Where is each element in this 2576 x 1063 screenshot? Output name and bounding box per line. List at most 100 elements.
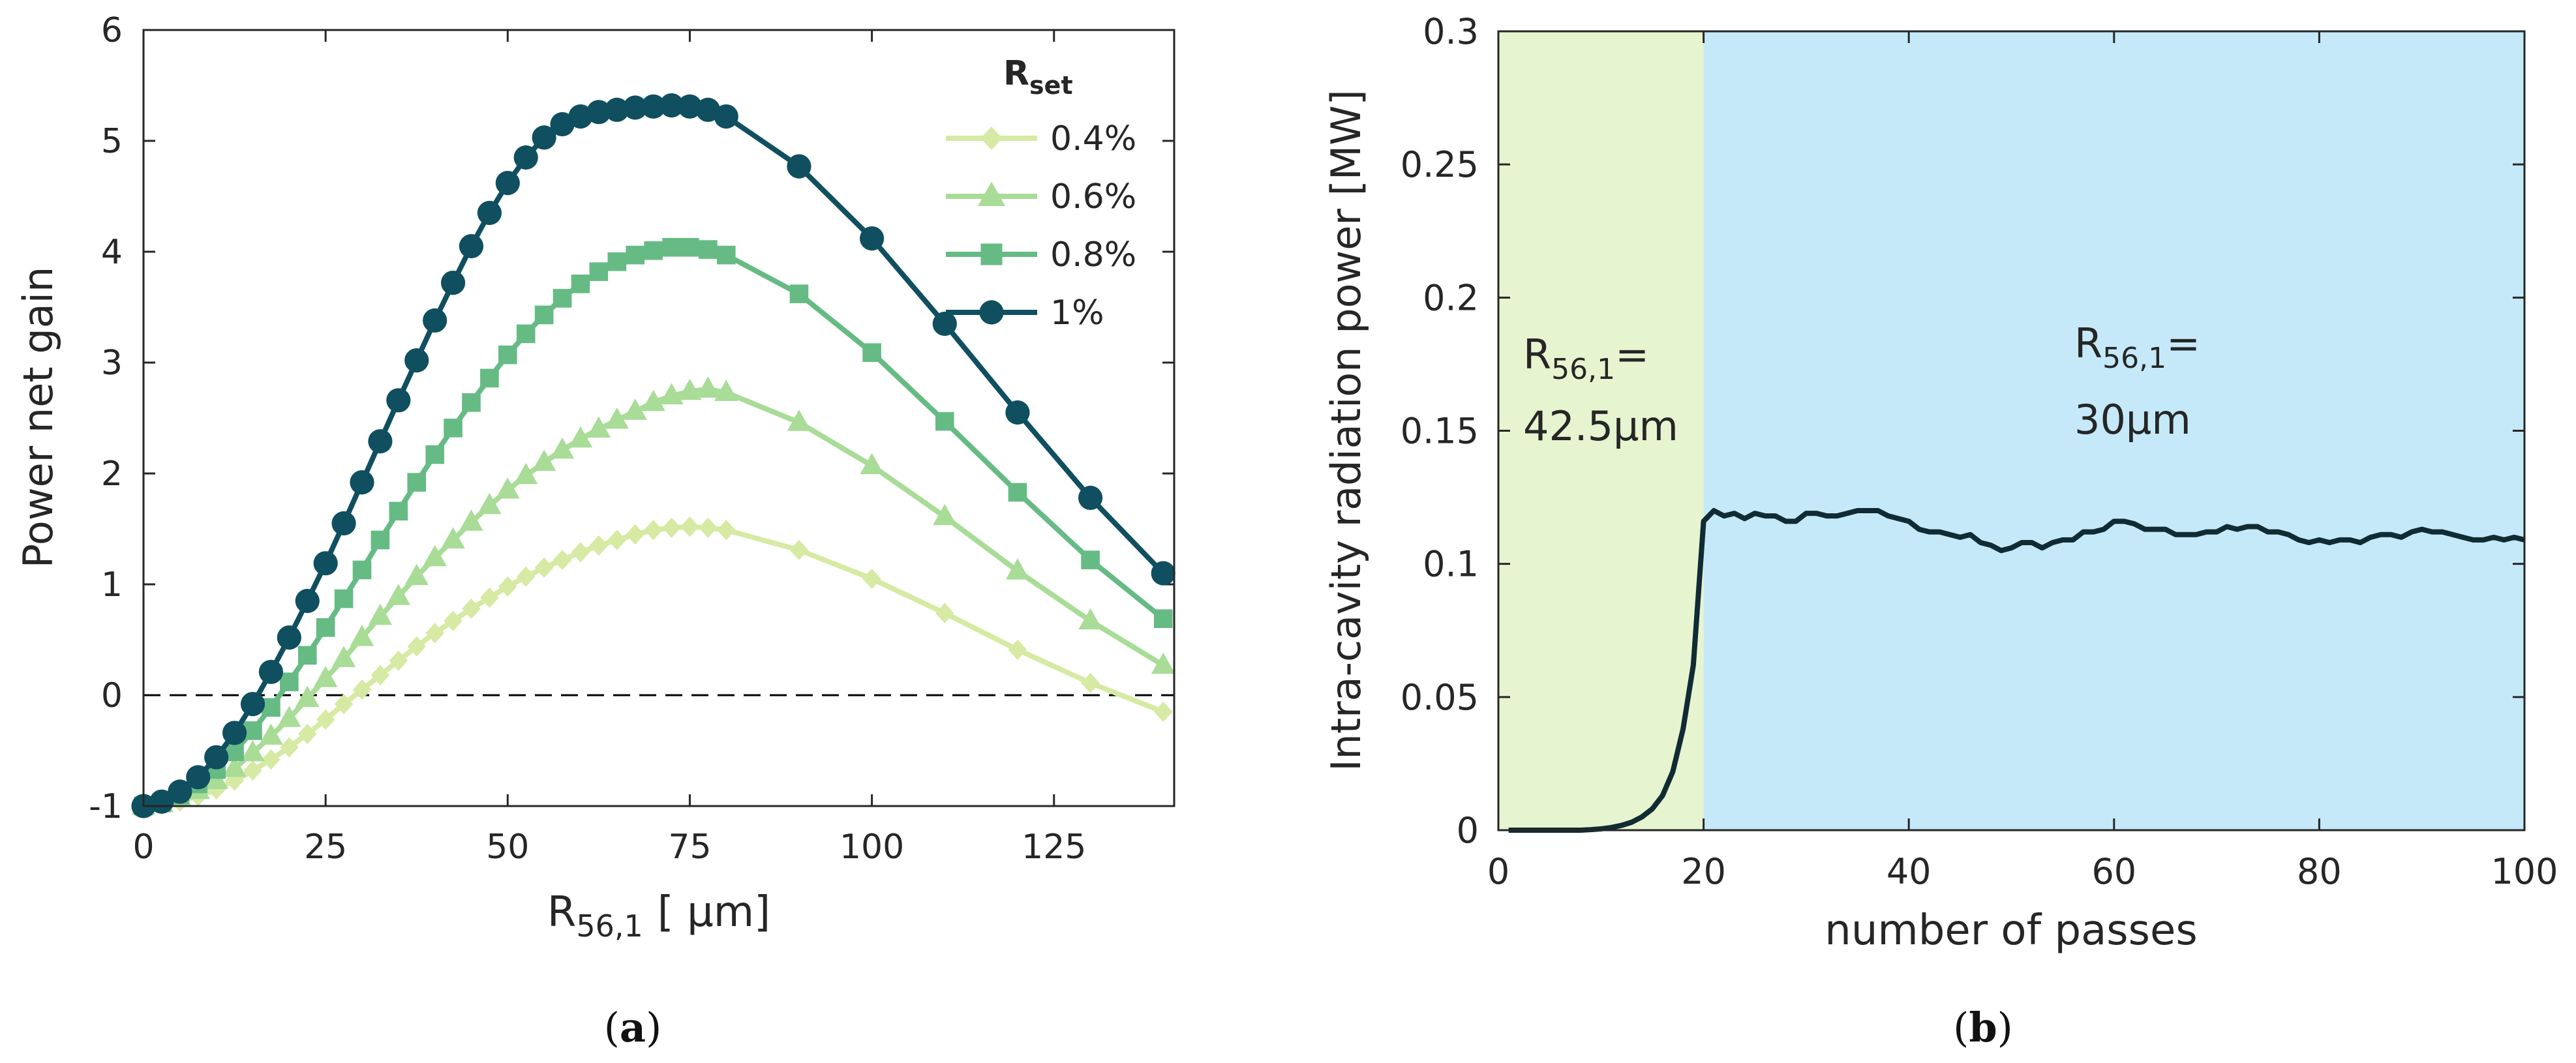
data-point <box>699 517 718 538</box>
data-point <box>626 245 645 265</box>
data-point <box>350 625 374 646</box>
x-tick-label: 80 <box>2297 851 2342 892</box>
data-point <box>787 410 811 431</box>
data-point <box>534 305 554 325</box>
data-point <box>553 289 572 308</box>
caption-b-close: ) <box>1997 1004 2013 1051</box>
region-1-band <box>1498 31 1704 830</box>
data-point <box>407 636 427 657</box>
data-point <box>186 765 211 790</box>
data-point <box>862 568 881 590</box>
panel-b-caption: (b) <box>1953 1004 2013 1051</box>
data-point <box>459 233 484 259</box>
data-point <box>589 535 609 556</box>
x-tick-label: 60 <box>2091 851 2136 892</box>
region-1-main: R <box>1523 331 1551 378</box>
y-tick-label: 6 <box>101 11 123 50</box>
panel-a-ylabel: Power net gain <box>14 267 62 569</box>
caption-a-open: ( <box>604 1004 620 1051</box>
data-point <box>389 650 408 671</box>
data-point <box>1078 485 1103 511</box>
data-point <box>716 245 736 265</box>
data-point <box>334 589 354 608</box>
data-point <box>280 672 299 691</box>
data-point <box>477 200 502 226</box>
legend-item: 0.6% <box>946 177 1136 217</box>
xlabel-main: R <box>547 888 576 936</box>
data-point <box>295 685 320 708</box>
data-point <box>677 94 703 119</box>
data-point <box>568 104 593 129</box>
data-point <box>935 412 954 431</box>
x-tick-label: 50 <box>486 828 529 867</box>
data-point <box>352 679 372 700</box>
data-point <box>644 520 663 541</box>
data-point <box>262 749 280 770</box>
data-point <box>586 416 611 438</box>
legend-label: 1% <box>1050 293 1104 333</box>
data-point <box>514 462 538 485</box>
data-point <box>277 625 301 650</box>
data-point <box>1008 639 1027 660</box>
region-1-label: R56,1= <box>1523 331 1649 386</box>
data-point <box>316 709 335 730</box>
panel-b-ylabel: Intra-cavity radiation power [MW] <box>1322 89 1370 771</box>
data-point <box>789 539 809 560</box>
region-2-eq: = <box>2166 320 2200 367</box>
data-point <box>313 666 338 687</box>
data-point <box>297 723 317 745</box>
data-point <box>262 698 280 717</box>
data-point <box>714 104 738 129</box>
data-point <box>371 665 390 685</box>
x-tick-label: 20 <box>1681 851 1726 892</box>
panel-a-series <box>131 93 1175 818</box>
panel-b-xlabel: number of passes <box>1825 906 2197 955</box>
legend-swatch-marker <box>978 181 1005 206</box>
data-point <box>440 271 466 295</box>
legend-item: 0.4% <box>946 119 1136 158</box>
data-point <box>495 171 520 196</box>
x-tick-label: 75 <box>668 828 711 867</box>
data-point <box>386 388 411 413</box>
data-point <box>662 237 681 257</box>
x-tick-label: 40 <box>1887 851 1932 892</box>
data-point <box>352 560 372 580</box>
legend-item: 1% <box>946 293 1104 333</box>
panel-a-caption: (a) <box>604 1004 662 1051</box>
region-1-sub: 56,1 <box>1551 353 1615 386</box>
data-point <box>149 789 174 814</box>
data-point <box>589 262 609 281</box>
legend-label: 0.4% <box>1050 119 1136 158</box>
region-2-band <box>1703 31 2524 830</box>
legend-swatch-marker <box>980 243 1003 265</box>
data-point <box>933 503 957 526</box>
caption-a-close: ) <box>646 1004 661 1051</box>
data-point <box>641 389 665 412</box>
data-point <box>444 610 462 631</box>
data-point <box>477 492 502 515</box>
data-point <box>644 241 663 260</box>
data-point <box>1153 609 1173 628</box>
data-point <box>662 517 681 538</box>
data-point <box>1005 400 1030 425</box>
data-point <box>516 324 536 344</box>
panel-a-plot-area <box>144 30 1174 806</box>
data-point <box>404 348 429 373</box>
legend-title-main: R <box>1003 54 1029 93</box>
data-point <box>295 588 320 614</box>
data-point <box>480 587 499 608</box>
y-tick-label: 0.15 <box>1401 411 1479 452</box>
data-point <box>532 449 556 471</box>
y-tick-label: 0.1 <box>1423 544 1479 585</box>
y-tick-label: 1 <box>101 565 123 605</box>
data-point <box>204 745 229 770</box>
data-point <box>1008 483 1027 502</box>
data-point <box>389 502 408 521</box>
data-point <box>423 545 447 567</box>
data-point <box>695 97 720 122</box>
data-point <box>678 378 702 400</box>
data-point <box>334 694 354 715</box>
region-2-label: R56,1= <box>2074 320 2200 375</box>
data-point <box>513 145 538 170</box>
